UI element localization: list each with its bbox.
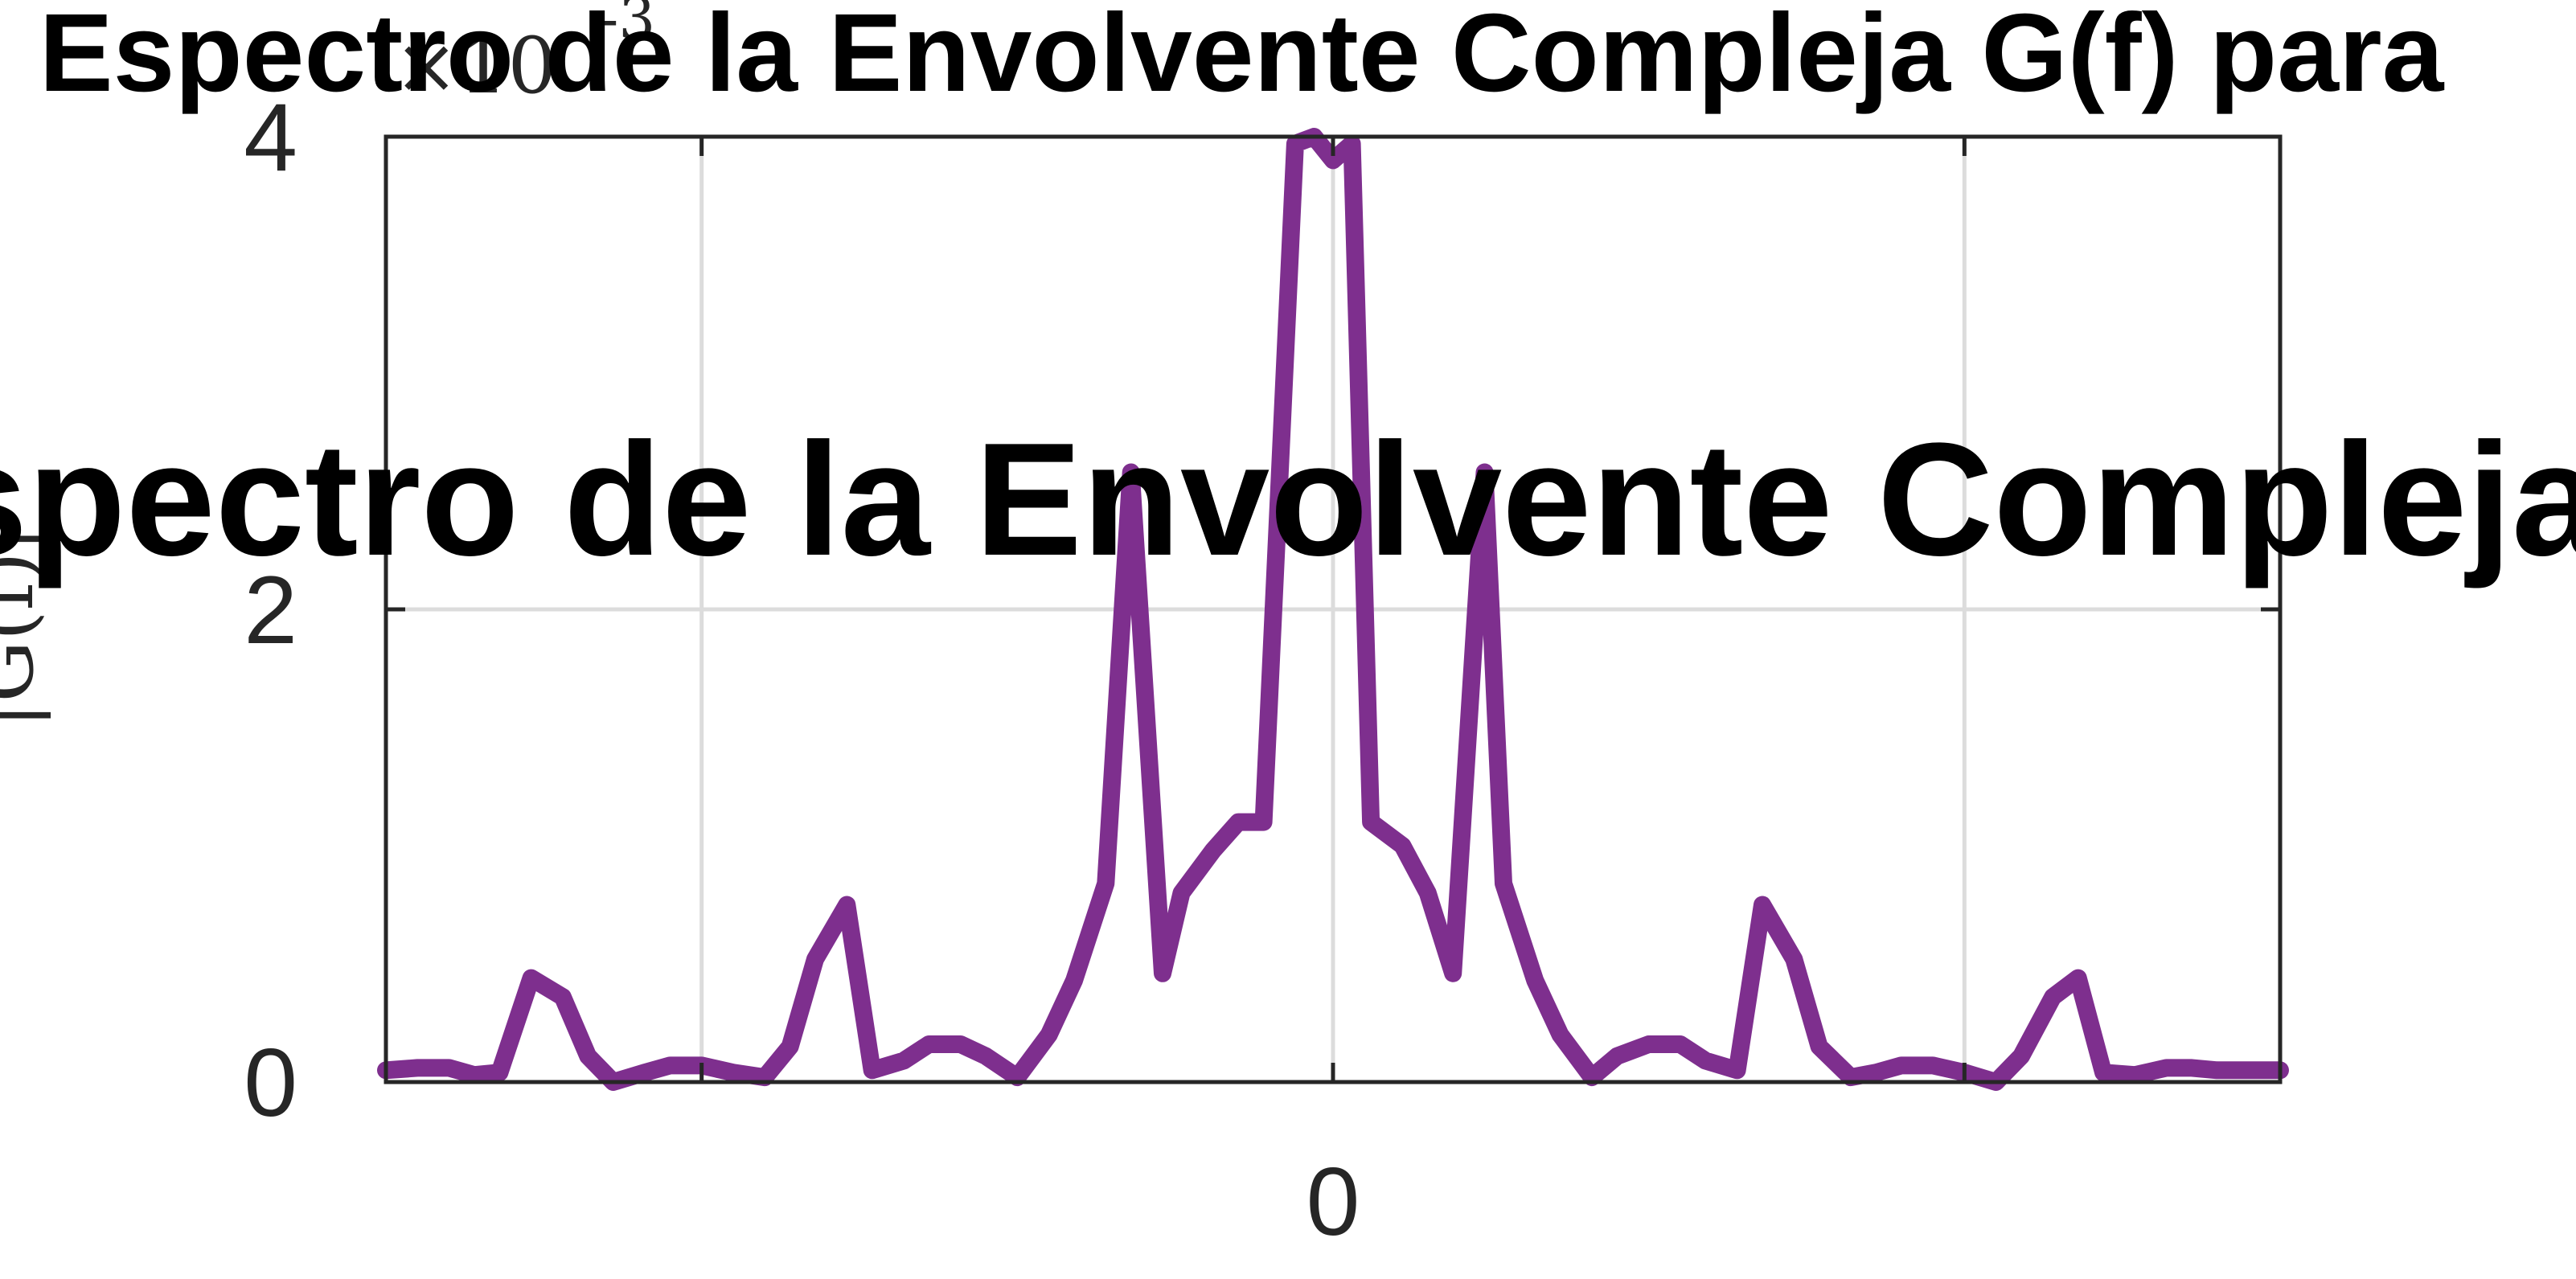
series-line <box>377 128 2289 1091</box>
axes: 0 0 2 4 <box>244 84 2289 1256</box>
tick-marks <box>386 134 2280 1084</box>
y-axis-exponent: ×10 -3 <box>394 0 655 111</box>
y-tick-label: 2 <box>244 556 297 664</box>
tick-labels: 0 0 2 4 <box>244 84 1360 1256</box>
overlay-title: Espectro de la Envolvente Compleja G <box>0 410 2576 589</box>
y-exponent-base: ×10 <box>394 21 557 111</box>
chart-title: Espectro de la Envolvente Compleja G(f) … <box>39 0 2445 115</box>
x-tick-label: 0 <box>1306 1148 1360 1256</box>
y-tick-label: 0 <box>244 1029 297 1137</box>
series-layer <box>377 128 2289 1091</box>
y-axis-label: |G(f)| <box>0 526 51 728</box>
grid-lines <box>386 137 2280 1082</box>
y-exponent-power: -3 <box>599 0 655 52</box>
y-tick-label: 4 <box>244 84 297 191</box>
